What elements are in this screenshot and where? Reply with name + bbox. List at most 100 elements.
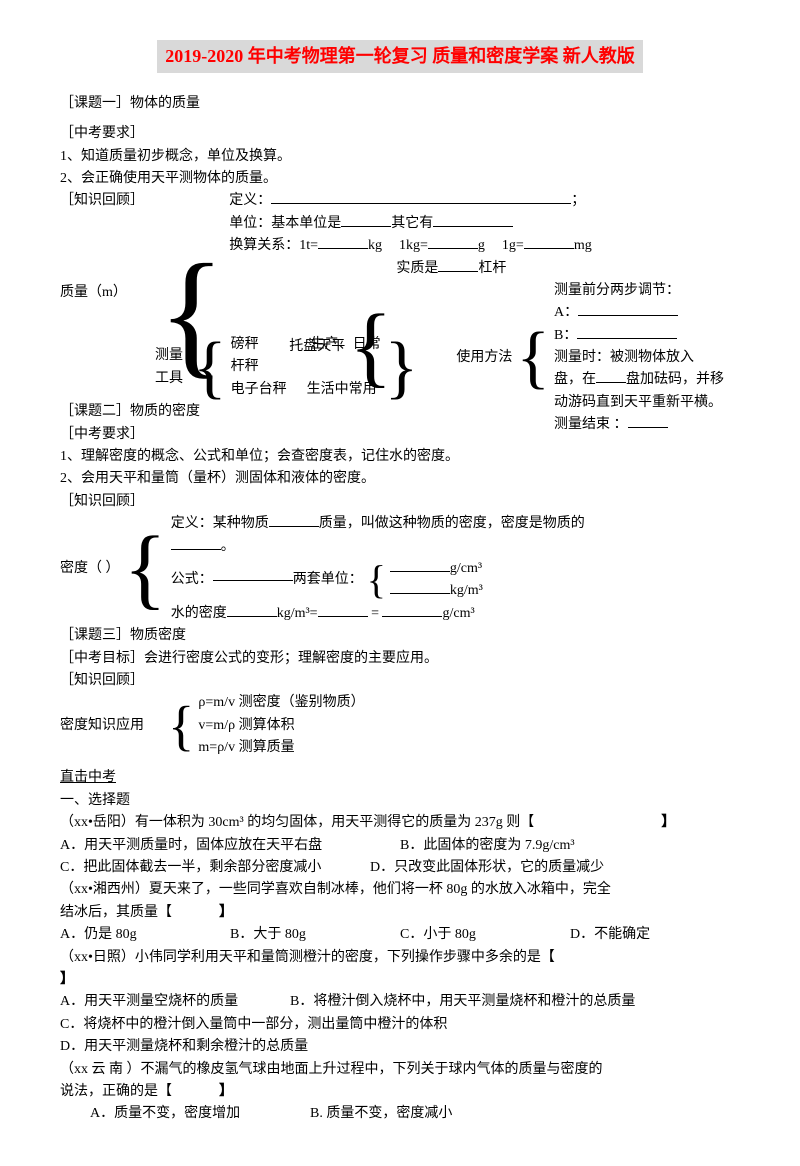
unit-label: 单位：基本单位是 xyxy=(229,216,341,231)
q1-c: C．把此固体截去一半，剩余部分密度减小 xyxy=(60,857,370,879)
blank xyxy=(524,248,574,249)
title-container: 2019-2020 年中考物理第一轮复习 质量和密度学案 新人教版 xyxy=(60,40,740,93)
blank xyxy=(213,580,293,581)
q2-b: B．大于 80g xyxy=(230,924,400,946)
kg: kg xyxy=(368,238,382,253)
blank xyxy=(428,248,478,249)
q2-c: C．小于 80g xyxy=(400,924,570,946)
q1-b: B．此固体的密度为 7.9g/cm³ xyxy=(400,835,575,857)
water-label: 水的密度 xyxy=(171,606,227,621)
topic1-req2: 2、会正确使用天平测物体的质量。 xyxy=(60,168,740,190)
def-mass: 质量，叫做这种物质的密度，密度是物质的 xyxy=(319,516,585,531)
blank xyxy=(318,616,368,617)
blank xyxy=(390,593,450,594)
measure-tools-block: 测量 工具 { 磅秤 生产、日常 杆秤 电子台秤 生活中常用 } xyxy=(155,334,740,401)
brace-icon: { xyxy=(168,704,194,748)
water-unit: kg/m³= xyxy=(277,606,318,621)
topic1-review-label: ［知识回顾］ xyxy=(60,190,144,212)
water-eq: = xyxy=(371,606,379,621)
q1-d: D．只改变此固体形状，它的质量减少 xyxy=(370,857,604,879)
usage2: 生活中常用 xyxy=(307,379,377,401)
scale1: 磅秤 xyxy=(231,334,291,356)
topic2-req1: 1、理解密度的概念、公式和单位；会查密度表，记住水的密度。 xyxy=(60,446,740,468)
mass-label: 质量（m） xyxy=(60,285,127,300)
mg: mg xyxy=(574,238,592,253)
scale2: 杆秤 xyxy=(231,356,381,378)
q3-stem: （xx•日照）小伟同学利用天平和量筒测橙汁的密度，下列操作步骤中多余的是【 xyxy=(60,950,555,965)
q3-c: C．将烧杯中的橙汁倒入量筒中一部分，测出量筒中橙汁的体积 xyxy=(60,1014,740,1036)
scale3: 电子台秤 xyxy=(231,379,287,401)
f2: v=m/ρ 测算体积 xyxy=(198,715,364,737)
usage1: 生产、日常 xyxy=(311,334,381,356)
q1-options-row2: C．把此固体截去一半，剩余部分密度减小 D．只改变此固体形状，它的质量减少 xyxy=(60,857,740,879)
q1: （xx•岳阳）有一体积为 30cm³ 的均匀固体，用天平测得它的质量为 237g… xyxy=(60,812,740,834)
q4-stem: （xx 云 南 ）不漏气的橡皮氢气球由地面上升过程中，下列关于球内气体的质量与密… xyxy=(60,1059,740,1081)
tools-label: 工具 xyxy=(155,368,183,390)
q4-stem2: 说法，正确的是【 xyxy=(60,1084,172,1099)
topic1-req1: 1、知道质量初步概念，单位及换算。 xyxy=(60,146,740,168)
blank xyxy=(171,549,221,550)
q2-end: 】 xyxy=(219,905,233,920)
def-label2: 定义：某种物质 xyxy=(171,516,269,531)
q4-b: B. 质量不变，密度减小 xyxy=(310,1103,452,1125)
blank xyxy=(269,526,319,527)
1kg: 1kg= xyxy=(399,238,428,253)
blank xyxy=(433,226,513,227)
topic3-review-label: ［知识回顾］ xyxy=(60,670,740,692)
unit2: kg/m³ xyxy=(450,583,483,598)
1g: 1g= xyxy=(502,238,524,253)
blank xyxy=(390,571,450,572)
def-end2: 。 xyxy=(221,539,235,554)
topic3-label: ［课题三］物质密度 xyxy=(60,625,740,647)
q2: 结冰后，其质量【 】 xyxy=(60,902,740,924)
q3-b: B．将橙汁倒入烧杯中，用天平测量烧杯和橙汁的总质量 xyxy=(290,991,635,1013)
method-a: A： xyxy=(554,305,578,320)
f1: ρ=m/v 测密度（鉴别物质） xyxy=(198,692,364,714)
q2-stem: （xx•湘西州）夏天来了，一些同学喜欢自制冰棒，他们将一杯 80g 的水放入冰箱… xyxy=(60,879,740,901)
essence: 实质是 xyxy=(396,261,438,276)
topic1-label: ［课题一］物体的质量 xyxy=(60,93,740,115)
q2-options: A．仍是 80g B．大于 80g C．小于 80g D．不能确定 xyxy=(60,924,740,946)
density-label: 密度（ ） xyxy=(60,558,120,580)
def-end: ； xyxy=(571,193,585,208)
blank xyxy=(628,427,668,428)
q3: （xx•日照）小伟同学利用天平和量筒测橙汁的密度，下列操作步骤中多余的是【 xyxy=(60,947,740,969)
brace-icon: } xyxy=(385,340,419,396)
topic2-review-label: ［知识回顾］ xyxy=(60,491,740,513)
blank xyxy=(318,248,368,249)
brace-icon: { xyxy=(367,564,386,596)
app-label: 密度知识应用 xyxy=(60,715,144,737)
exam-heading: 直击中考 xyxy=(60,767,740,789)
topic1-exam-req-label: ［中考要求］ xyxy=(60,123,740,145)
blank xyxy=(578,315,678,316)
water-gcm: g/cm³ xyxy=(442,606,474,621)
lever: 杠杆 xyxy=(478,261,506,276)
g: g xyxy=(478,238,485,253)
density-app-row: 密度知识应用 { ρ=m/v 测密度（鉴别物质） v=m/ρ 测算体积 m=ρ/… xyxy=(60,692,740,759)
q1-a: A．用天平测质量时，固体应放在天平右盘 xyxy=(60,835,400,857)
brace-icon: { xyxy=(193,340,227,396)
q1-stem: （xx•岳阳）有一体积为 30cm³ 的均匀固体，用天平测得它的质量为 237g… xyxy=(60,815,534,830)
topic2-req2: 2、会用天平和量筒（量杯）测固体和液体的密度。 xyxy=(60,468,740,490)
measure-end: 测量结束 ： xyxy=(554,417,628,432)
q1-options-row1: A．用天平测质量时，固体应放在天平右盘 B．此固体的密度为 7.9g/cm³ xyxy=(60,835,740,857)
unit-mid: 其它有 xyxy=(391,216,433,231)
q3-options-row1: A．用天平测量空烧杯的质量 B．将橙汁倒入烧杯中，用天平测量烧杯和橙汁的总质量 xyxy=(60,991,740,1013)
q2-stem2: 结冰后，其质量【 xyxy=(60,905,172,920)
two-units: 两套单位： xyxy=(293,569,363,591)
blank xyxy=(271,203,571,204)
q4-a: A．质量不变，密度增加 xyxy=(90,1103,310,1125)
brace-icon: { xyxy=(124,533,167,605)
blank xyxy=(227,616,277,617)
q1-end: 】 xyxy=(661,815,675,830)
blank xyxy=(438,271,478,272)
q4-options: A．质量不变，密度增加 B. 质量不变，密度减小 xyxy=(90,1103,740,1125)
blank xyxy=(341,226,391,227)
formula-label: 公式： xyxy=(171,569,213,591)
def-label: 定义： xyxy=(229,193,271,208)
q4: 说法，正确的是【 】 xyxy=(60,1081,740,1103)
density-brace-row: 密度（ ） { 定义：某种物质 质量，叫做这种物质的密度，密度是物质的 。 公式：… xyxy=(60,513,740,625)
measure-label: 测量 xyxy=(155,345,183,367)
document-title: 2019-2020 年中考物理第一轮复习 质量和密度学案 新人教版 xyxy=(157,40,643,73)
q2-d: D．不能确定 xyxy=(570,924,650,946)
